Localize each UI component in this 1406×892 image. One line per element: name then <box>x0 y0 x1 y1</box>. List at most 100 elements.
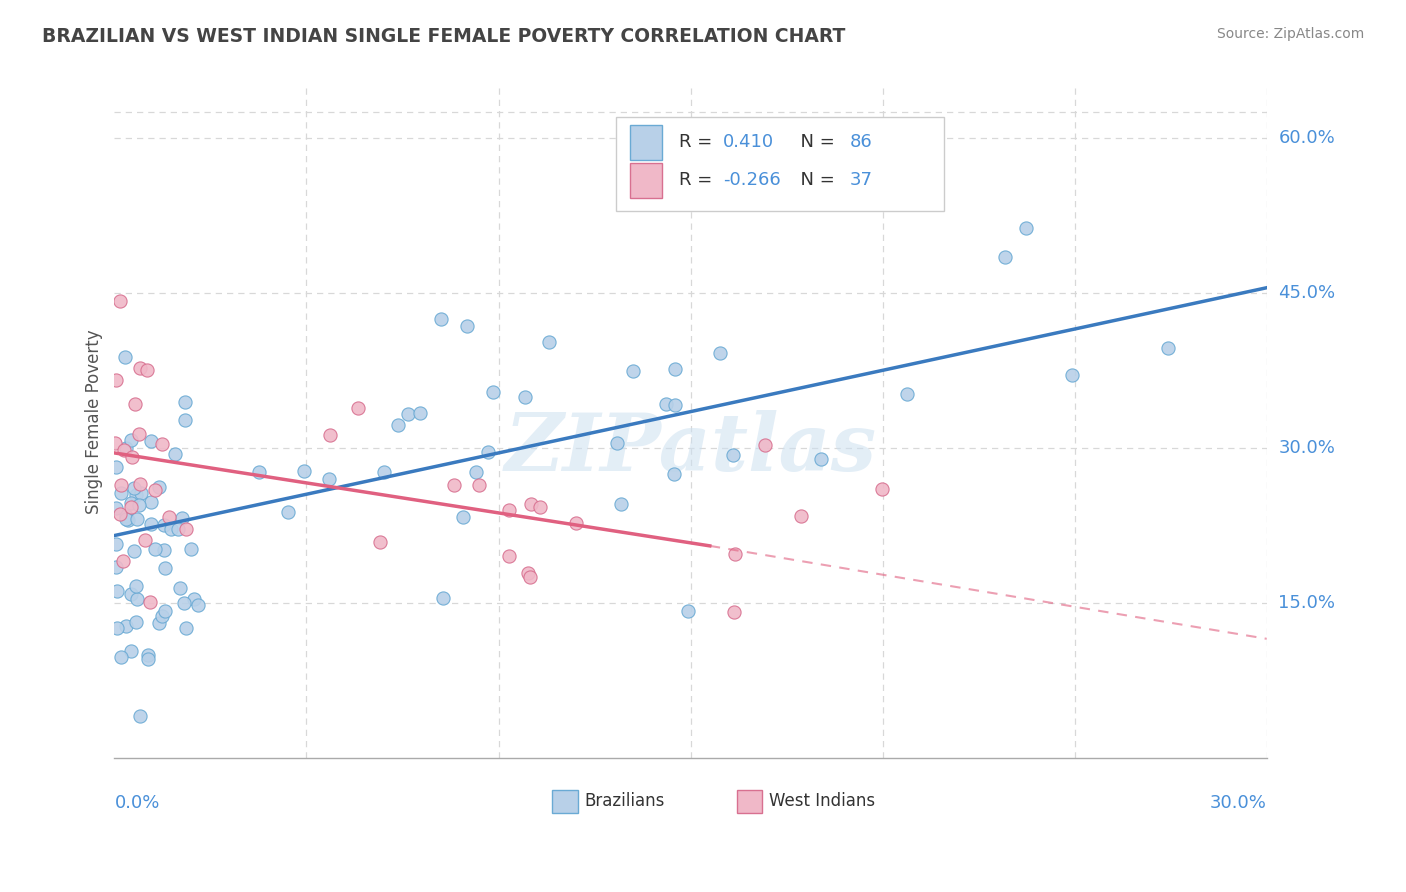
Point <box>180 541 202 556</box>
Point <box>870 482 893 496</box>
Point <box>114 442 136 456</box>
Point <box>136 363 159 377</box>
Point <box>664 398 686 412</box>
Point <box>318 472 340 486</box>
Point <box>519 570 541 584</box>
Point <box>110 293 132 308</box>
Point <box>610 497 633 511</box>
Point <box>368 535 391 549</box>
Point <box>125 591 148 606</box>
Text: ZIPatlas: ZIPatlas <box>505 410 876 488</box>
Point <box>115 619 138 633</box>
Point <box>134 533 156 548</box>
Point <box>127 512 149 526</box>
Point <box>538 334 561 349</box>
Text: BRAZILIAN VS WEST INDIAN SINGLE FEMALE POVERTY CORRELATION CHART: BRAZILIAN VS WEST INDIAN SINGLE FEMALE P… <box>42 27 845 45</box>
Point <box>430 312 453 326</box>
Point <box>124 397 146 411</box>
Point <box>143 542 166 557</box>
Point <box>482 385 505 400</box>
Text: 86: 86 <box>849 133 872 151</box>
Point <box>170 510 193 524</box>
Text: Brazilians: Brazilians <box>585 792 665 810</box>
Point <box>153 561 176 575</box>
Point <box>451 510 474 524</box>
Point <box>606 436 628 450</box>
Point <box>465 466 488 480</box>
Point <box>176 621 198 635</box>
Text: R =: R = <box>679 133 718 151</box>
Point <box>498 503 520 517</box>
Point <box>148 480 170 494</box>
Point <box>105 583 128 598</box>
Point <box>520 497 543 511</box>
Y-axis label: Single Female Poverty: Single Female Poverty <box>86 330 103 515</box>
Point <box>155 604 177 618</box>
Point <box>292 463 315 477</box>
Point <box>346 401 368 415</box>
Point <box>115 508 138 523</box>
Point <box>456 319 478 334</box>
Point <box>112 553 135 567</box>
Point <box>183 592 205 607</box>
Point <box>136 652 159 666</box>
Point <box>247 465 270 479</box>
Point <box>994 250 1017 264</box>
Text: 0.0%: 0.0% <box>114 794 160 812</box>
Point <box>387 417 409 432</box>
Point <box>277 504 299 518</box>
Point <box>150 609 173 624</box>
Point <box>104 436 127 450</box>
Text: -0.266: -0.266 <box>723 171 780 189</box>
Point <box>115 512 138 526</box>
Point <box>153 543 176 558</box>
Point <box>443 478 465 492</box>
Point <box>529 500 551 515</box>
Point <box>112 442 135 457</box>
Point <box>173 595 195 609</box>
Text: 15.0%: 15.0% <box>1278 594 1336 612</box>
Point <box>125 488 148 502</box>
Point <box>166 522 188 536</box>
Point <box>319 428 342 442</box>
Point <box>120 587 142 601</box>
Point <box>664 467 686 481</box>
Point <box>396 407 419 421</box>
Point <box>104 537 127 551</box>
Text: West Indians: West Indians <box>769 792 875 810</box>
Point <box>104 459 127 474</box>
Point <box>709 346 731 360</box>
Point <box>1015 221 1038 235</box>
Point <box>143 483 166 498</box>
Text: 60.0%: 60.0% <box>1278 129 1336 147</box>
Point <box>129 486 152 500</box>
Text: 30.0%: 30.0% <box>1211 794 1267 812</box>
Point <box>565 516 588 530</box>
Point <box>187 598 209 612</box>
Point <box>174 395 197 409</box>
Point <box>104 560 127 574</box>
Point <box>896 387 918 401</box>
Point <box>108 508 131 522</box>
Text: N =: N = <box>789 171 839 189</box>
Point <box>128 498 150 512</box>
Point <box>110 477 132 491</box>
Point <box>129 360 152 375</box>
Point <box>117 513 139 527</box>
Bar <box>630 163 662 198</box>
Text: 37: 37 <box>849 171 873 189</box>
Point <box>104 500 127 515</box>
Point <box>124 543 146 558</box>
Point <box>517 566 540 580</box>
Point <box>122 481 145 495</box>
Point <box>160 522 183 536</box>
Point <box>810 452 832 467</box>
Point <box>120 433 142 447</box>
Point <box>515 390 537 404</box>
Point <box>125 615 148 629</box>
Text: Source: ZipAtlas.com: Source: ZipAtlas.com <box>1216 27 1364 41</box>
Bar <box>737 789 762 814</box>
Bar <box>630 125 662 160</box>
Point <box>152 518 174 533</box>
Point <box>1060 368 1083 383</box>
